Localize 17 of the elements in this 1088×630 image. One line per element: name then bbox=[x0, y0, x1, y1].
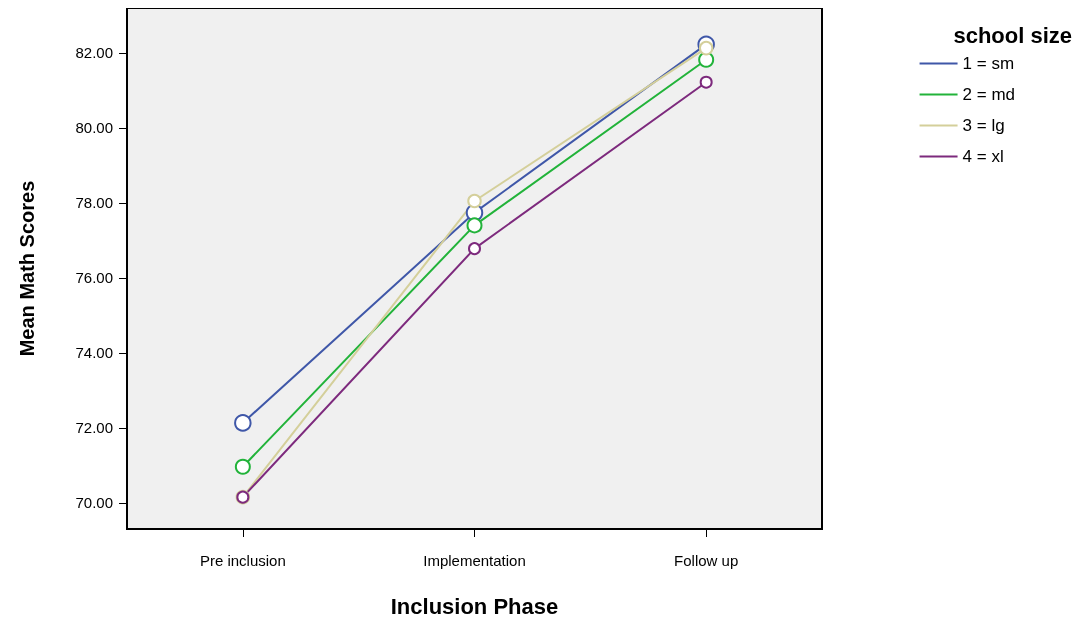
x-axis-title: Inclusion Phase bbox=[390, 593, 559, 619]
x-tick-label: Follow up bbox=[674, 552, 739, 569]
legend-label: 1 = sm bbox=[962, 54, 1015, 73]
legend-title: school size bbox=[953, 22, 1072, 48]
x-tick-label: Pre inclusion bbox=[199, 552, 286, 569]
y-tick-label: 74.00 bbox=[75, 344, 113, 362]
y-axis-title: Mean Math Scores bbox=[16, 180, 38, 357]
y-tick-label: 72.00 bbox=[75, 419, 113, 437]
legend-label: 4 = xl bbox=[962, 147, 1004, 166]
y-tick-label: 80.00 bbox=[75, 119, 113, 137]
y-tick-label: 76.00 bbox=[75, 269, 113, 287]
y-tick-label: 70.00 bbox=[75, 494, 113, 512]
legend-label: 3 = lg bbox=[962, 116, 1005, 135]
legend-label: 2 = md bbox=[962, 85, 1016, 104]
x-tick-label: Implementation bbox=[423, 552, 526, 569]
y-tick-label: 82.00 bbox=[75, 44, 113, 62]
y-tick-label: 78.00 bbox=[75, 194, 113, 212]
